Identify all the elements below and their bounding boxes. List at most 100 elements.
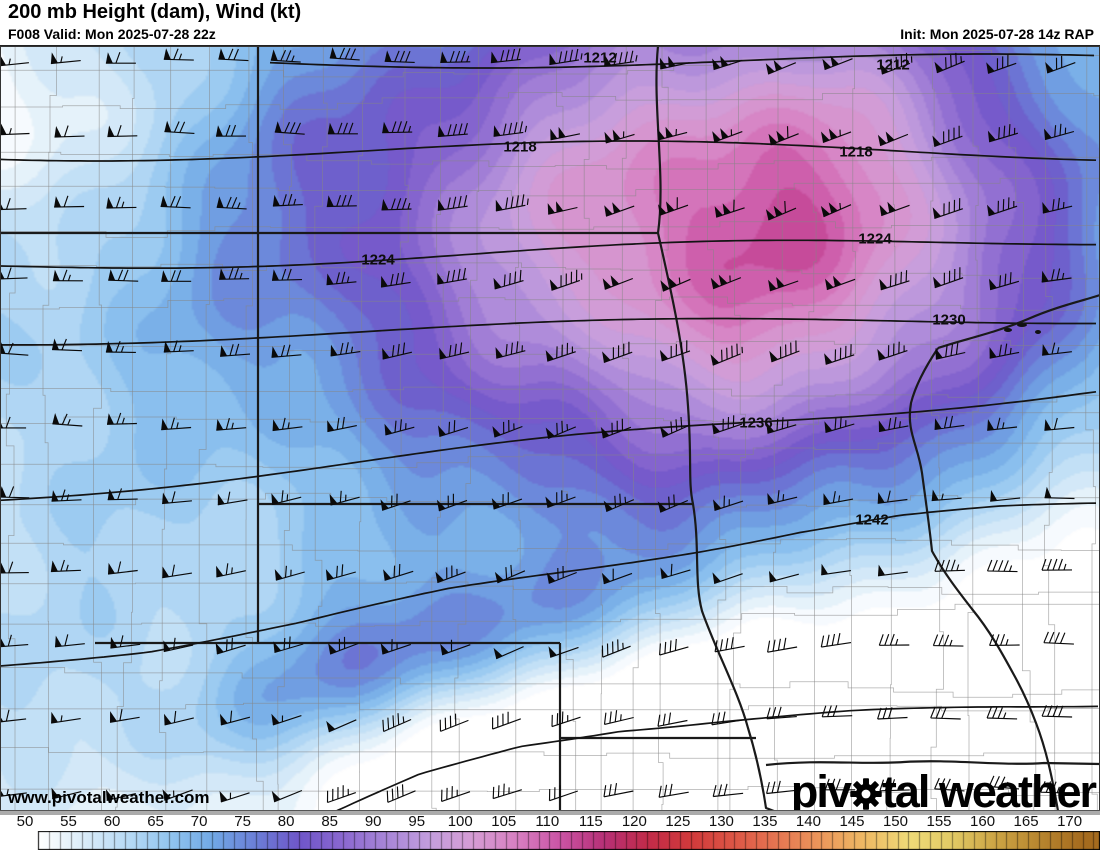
wind-barb bbox=[490, 48, 521, 64]
wind-barb bbox=[712, 572, 743, 585]
wind-barb bbox=[768, 277, 799, 292]
wind-barb bbox=[822, 55, 853, 71]
wind-barb bbox=[548, 785, 578, 802]
wind-barb bbox=[492, 711, 521, 730]
wind-barb bbox=[658, 197, 689, 216]
wind-barb bbox=[110, 635, 141, 649]
wind-barb bbox=[494, 564, 526, 584]
wind-barb bbox=[271, 490, 302, 505]
colorbar-tick-55: 55 bbox=[60, 813, 77, 830]
wind-barb bbox=[824, 778, 856, 791]
wind-barb bbox=[218, 48, 249, 62]
wind-barb bbox=[439, 342, 470, 360]
wind-barb bbox=[934, 777, 965, 792]
wind-barb bbox=[1042, 197, 1073, 214]
wind-barb bbox=[712, 55, 743, 71]
wind-barb bbox=[0, 267, 28, 280]
wind-barb bbox=[0, 561, 29, 574]
wind-barb bbox=[1043, 631, 1074, 645]
wind-barb bbox=[825, 275, 856, 291]
wind-barb bbox=[1045, 55, 1076, 74]
wind-barb bbox=[550, 126, 581, 141]
wind-barb bbox=[52, 269, 83, 282]
wind-barb bbox=[0, 54, 29, 67]
wind-barb bbox=[386, 784, 416, 803]
wind-barb bbox=[325, 564, 356, 581]
wind-barb bbox=[603, 783, 634, 798]
wind-barb bbox=[107, 125, 138, 138]
wind-barb bbox=[51, 711, 81, 724]
wind-barb bbox=[163, 637, 194, 653]
wind-barb bbox=[161, 417, 192, 431]
wind-barb bbox=[934, 415, 965, 430]
wind-barb bbox=[326, 194, 357, 208]
wind-barb bbox=[824, 344, 855, 365]
wind-barb bbox=[545, 342, 576, 362]
wind-barb bbox=[657, 712, 688, 727]
wind-barb bbox=[712, 128, 743, 143]
wind-barb bbox=[765, 59, 797, 75]
colorbar bbox=[0, 831, 1100, 850]
wind-barb bbox=[877, 490, 908, 504]
wind-barb bbox=[0, 416, 27, 429]
wind-barb bbox=[877, 131, 909, 147]
wind-barb bbox=[547, 201, 578, 215]
wind-barb bbox=[768, 126, 799, 146]
wind-barb bbox=[1044, 417, 1075, 431]
colorbar-tick-85: 85 bbox=[321, 813, 339, 830]
wind-barb bbox=[109, 708, 140, 723]
wind-barb bbox=[659, 56, 690, 70]
wind-barb bbox=[270, 49, 301, 63]
contour-label-1218: 1218 bbox=[839, 143, 873, 161]
colorbar-tick-170: 170 bbox=[1057, 813, 1083, 830]
wind-barb bbox=[932, 125, 963, 148]
wind-barb bbox=[108, 269, 139, 282]
wind-barb bbox=[105, 52, 136, 64]
wind-barb bbox=[382, 342, 413, 360]
wind-barb bbox=[384, 50, 415, 63]
wind-barb bbox=[326, 719, 357, 733]
wind-barb bbox=[989, 343, 1020, 359]
wind-barb bbox=[217, 491, 248, 506]
wind-barb bbox=[52, 413, 83, 427]
colorbar-tick-120: 120 bbox=[621, 813, 647, 830]
wind-barb bbox=[551, 711, 581, 728]
wind-barb bbox=[659, 340, 691, 362]
colorbar-tick-140: 140 bbox=[795, 813, 821, 830]
wind-barb bbox=[820, 202, 852, 218]
wind-barb bbox=[932, 198, 963, 219]
contour-label-1242: 1242 bbox=[855, 511, 889, 529]
colorbar-tick-65: 65 bbox=[147, 813, 164, 830]
wind-barb bbox=[1041, 558, 1073, 571]
wind-barb bbox=[935, 342, 966, 360]
wind-barb bbox=[1041, 268, 1072, 283]
wind-barb bbox=[986, 559, 1018, 573]
wind-barb bbox=[107, 488, 138, 501]
wind-barb bbox=[0, 634, 29, 648]
wind-barbs bbox=[0, 47, 1076, 804]
wind-barb bbox=[162, 564, 192, 579]
contour-label-1212: 1212 bbox=[876, 56, 910, 74]
wind-barb bbox=[1044, 486, 1075, 500]
wind-barb bbox=[821, 563, 851, 576]
wind-barb bbox=[106, 789, 136, 802]
wind-barb bbox=[437, 267, 467, 285]
wind-barb bbox=[327, 416, 357, 433]
wind-barb bbox=[216, 196, 247, 210]
wind-barb bbox=[766, 706, 797, 720]
wind-barb bbox=[821, 705, 853, 718]
wind-barb bbox=[216, 417, 247, 431]
wind-barb bbox=[54, 125, 85, 138]
wind-barb bbox=[659, 638, 689, 656]
wind-barb bbox=[495, 194, 529, 212]
wind-barb bbox=[1040, 781, 1071, 794]
wind-barb bbox=[272, 193, 303, 207]
county-borders bbox=[0, 46, 1100, 810]
wind-barb bbox=[934, 52, 965, 74]
wind-barb bbox=[987, 417, 1018, 431]
colorbar-tick-95: 95 bbox=[408, 813, 426, 830]
wind-barb bbox=[274, 121, 305, 135]
contour-label-1236: 1236 bbox=[739, 414, 773, 432]
wind-barb bbox=[714, 199, 745, 218]
